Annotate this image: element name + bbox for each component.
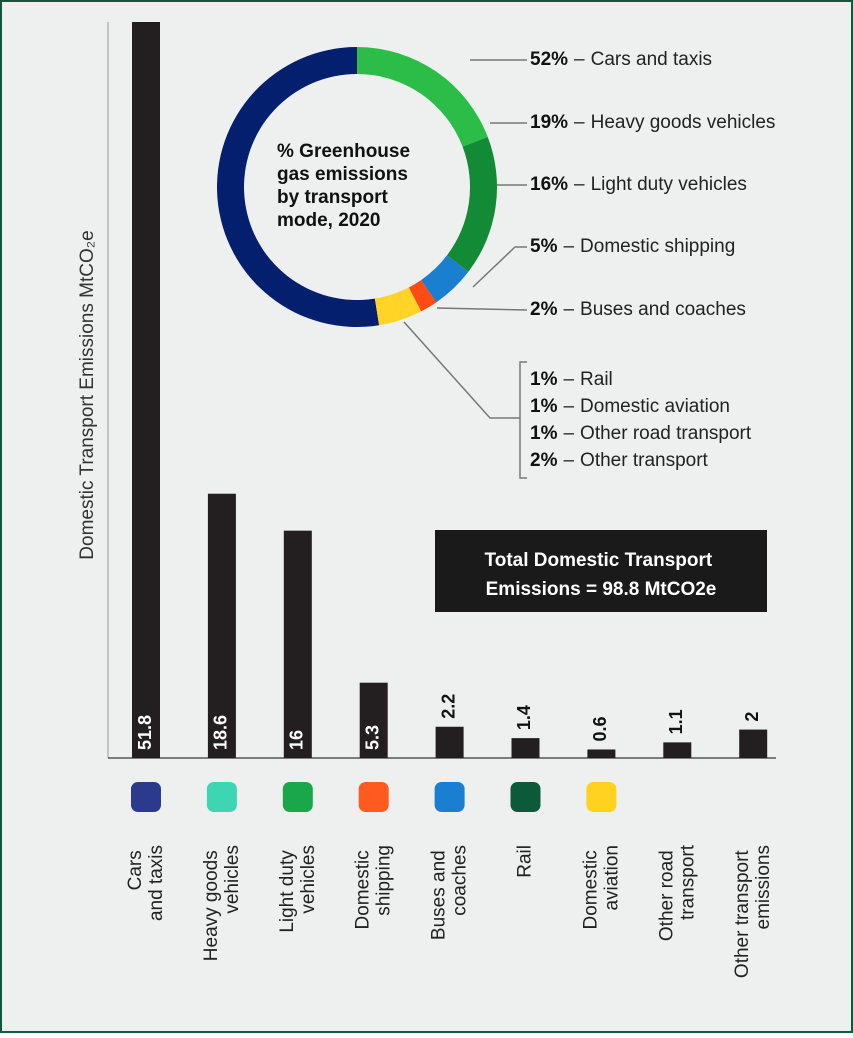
- icon: [282, 782, 313, 812]
- x-tick-label: Domestic aviation: [580, 845, 622, 929]
- bar: [587, 749, 616, 758]
- bar: [511, 738, 540, 758]
- value-label: 18.6: [211, 715, 231, 750]
- legend-value: 2%: [530, 450, 558, 471]
- legend-name: Rail: [580, 369, 613, 390]
- legend-separator: –: [563, 450, 574, 471]
- legend-entry: 1% – Rail: [530, 369, 613, 390]
- legend-name: Cars and taxis: [591, 49, 712, 70]
- donut-segment: [374, 295, 397, 326]
- legend-separator: –: [574, 49, 585, 70]
- x-tick-label: Other road transport: [656, 844, 698, 941]
- legend-value: 2%: [530, 299, 558, 320]
- total-text: Total Domestic Transport Emissions = 98.…: [485, 550, 718, 600]
- icon: [434, 782, 465, 812]
- value-label: 2: [742, 712, 762, 722]
- leader-line: [472, 246, 527, 288]
- leader-line: [403, 321, 520, 419]
- donut-segment: [402, 287, 422, 316]
- value-label: 0.6: [590, 716, 610, 741]
- x-tick-label: Buses and coaches: [429, 845, 471, 940]
- bracket: [519, 361, 527, 479]
- bar: [283, 530, 312, 758]
- legend-name: Domestic shipping: [580, 236, 735, 257]
- x-tick-label: Other transport emissions: [732, 845, 774, 978]
- value-label: 5.3: [362, 725, 382, 750]
- donut-segment: [357, 47, 488, 147]
- icon: [586, 782, 617, 812]
- value-label: 1.4: [514, 705, 534, 730]
- legend-entry: 16% – Light duty vehicles: [530, 174, 747, 195]
- leader-line: [436, 307, 528, 311]
- donut-title: % Greenhouse gas emissions by transport …: [277, 141, 415, 231]
- x-tick-label: Rail: [515, 845, 536, 878]
- leader-lines: [403, 59, 528, 479]
- legend-value: 19%: [530, 112, 568, 133]
- legend-name: Domestic aviation: [580, 396, 730, 417]
- legend-separator: –: [563, 236, 574, 257]
- donut-segment: [446, 137, 497, 272]
- bar: [435, 726, 464, 758]
- value-label: 1.1: [666, 709, 686, 734]
- legend-value: 52%: [530, 49, 568, 70]
- legend-value: 1%: [530, 396, 558, 417]
- legend-value: 1%: [530, 369, 558, 390]
- donut-segment: [421, 255, 469, 303]
- legend-name: Buses and coaches: [580, 299, 746, 320]
- legend-value: 5%: [530, 236, 558, 257]
- x-tick-label: Cars and taxis: [125, 845, 167, 921]
- legend-entry: 2% – Buses and coaches: [530, 299, 746, 320]
- y-axis-label: Domestic Transport Emissions MtCO₂e: [77, 230, 98, 559]
- donut-segment: [217, 47, 380, 327]
- value-label: 51.8: [135, 715, 155, 750]
- bar: [132, 22, 160, 758]
- legend-separator: –: [574, 112, 585, 133]
- legend-name: Heavy goods vehicles: [591, 112, 776, 133]
- x-tick-label: Heavy goods vehicles: [201, 845, 243, 961]
- legend-entry: 52% – Cars and taxis: [530, 49, 712, 70]
- bar: [207, 493, 236, 758]
- bar: [663, 742, 692, 758]
- icon: [358, 782, 389, 812]
- legend-entry: 2% – Other transport: [530, 450, 709, 471]
- legend-separator: –: [563, 396, 574, 417]
- legend-name: Other transport: [580, 450, 708, 471]
- legend-entry: 19% – Heavy goods vehicles: [530, 112, 775, 133]
- icon: [131, 782, 161, 812]
- donut-segment: [408, 280, 437, 312]
- total-box: [435, 530, 767, 612]
- x-tick-label: Light duty vehicles: [277, 845, 319, 933]
- legend-separator: –: [563, 299, 574, 320]
- donut-segment: [388, 293, 405, 322]
- icon: [510, 782, 541, 812]
- value-label: 2.2: [438, 694, 458, 719]
- legend-separator: –: [574, 174, 585, 195]
- legend-separator: –: [563, 423, 574, 444]
- legend-name: Other road transport: [580, 423, 752, 444]
- bar: [359, 682, 388, 758]
- donut-segment: [395, 290, 414, 319]
- legend-name: Light duty vehicles: [591, 174, 747, 195]
- legend-entry: 1% – Domestic aviation: [530, 396, 730, 417]
- bar: [739, 729, 768, 758]
- legend-value: 1%: [530, 423, 558, 444]
- legend-separator: –: [563, 369, 574, 390]
- legend-value: 16%: [530, 174, 568, 195]
- legend-entry: 1% – Other road transport: [530, 423, 752, 444]
- value-label: 16: [287, 730, 307, 750]
- x-tick-label: Domestic shipping: [353, 845, 395, 929]
- legend-entry: 5% – Domestic shipping: [530, 236, 735, 257]
- icon: [206, 782, 237, 812]
